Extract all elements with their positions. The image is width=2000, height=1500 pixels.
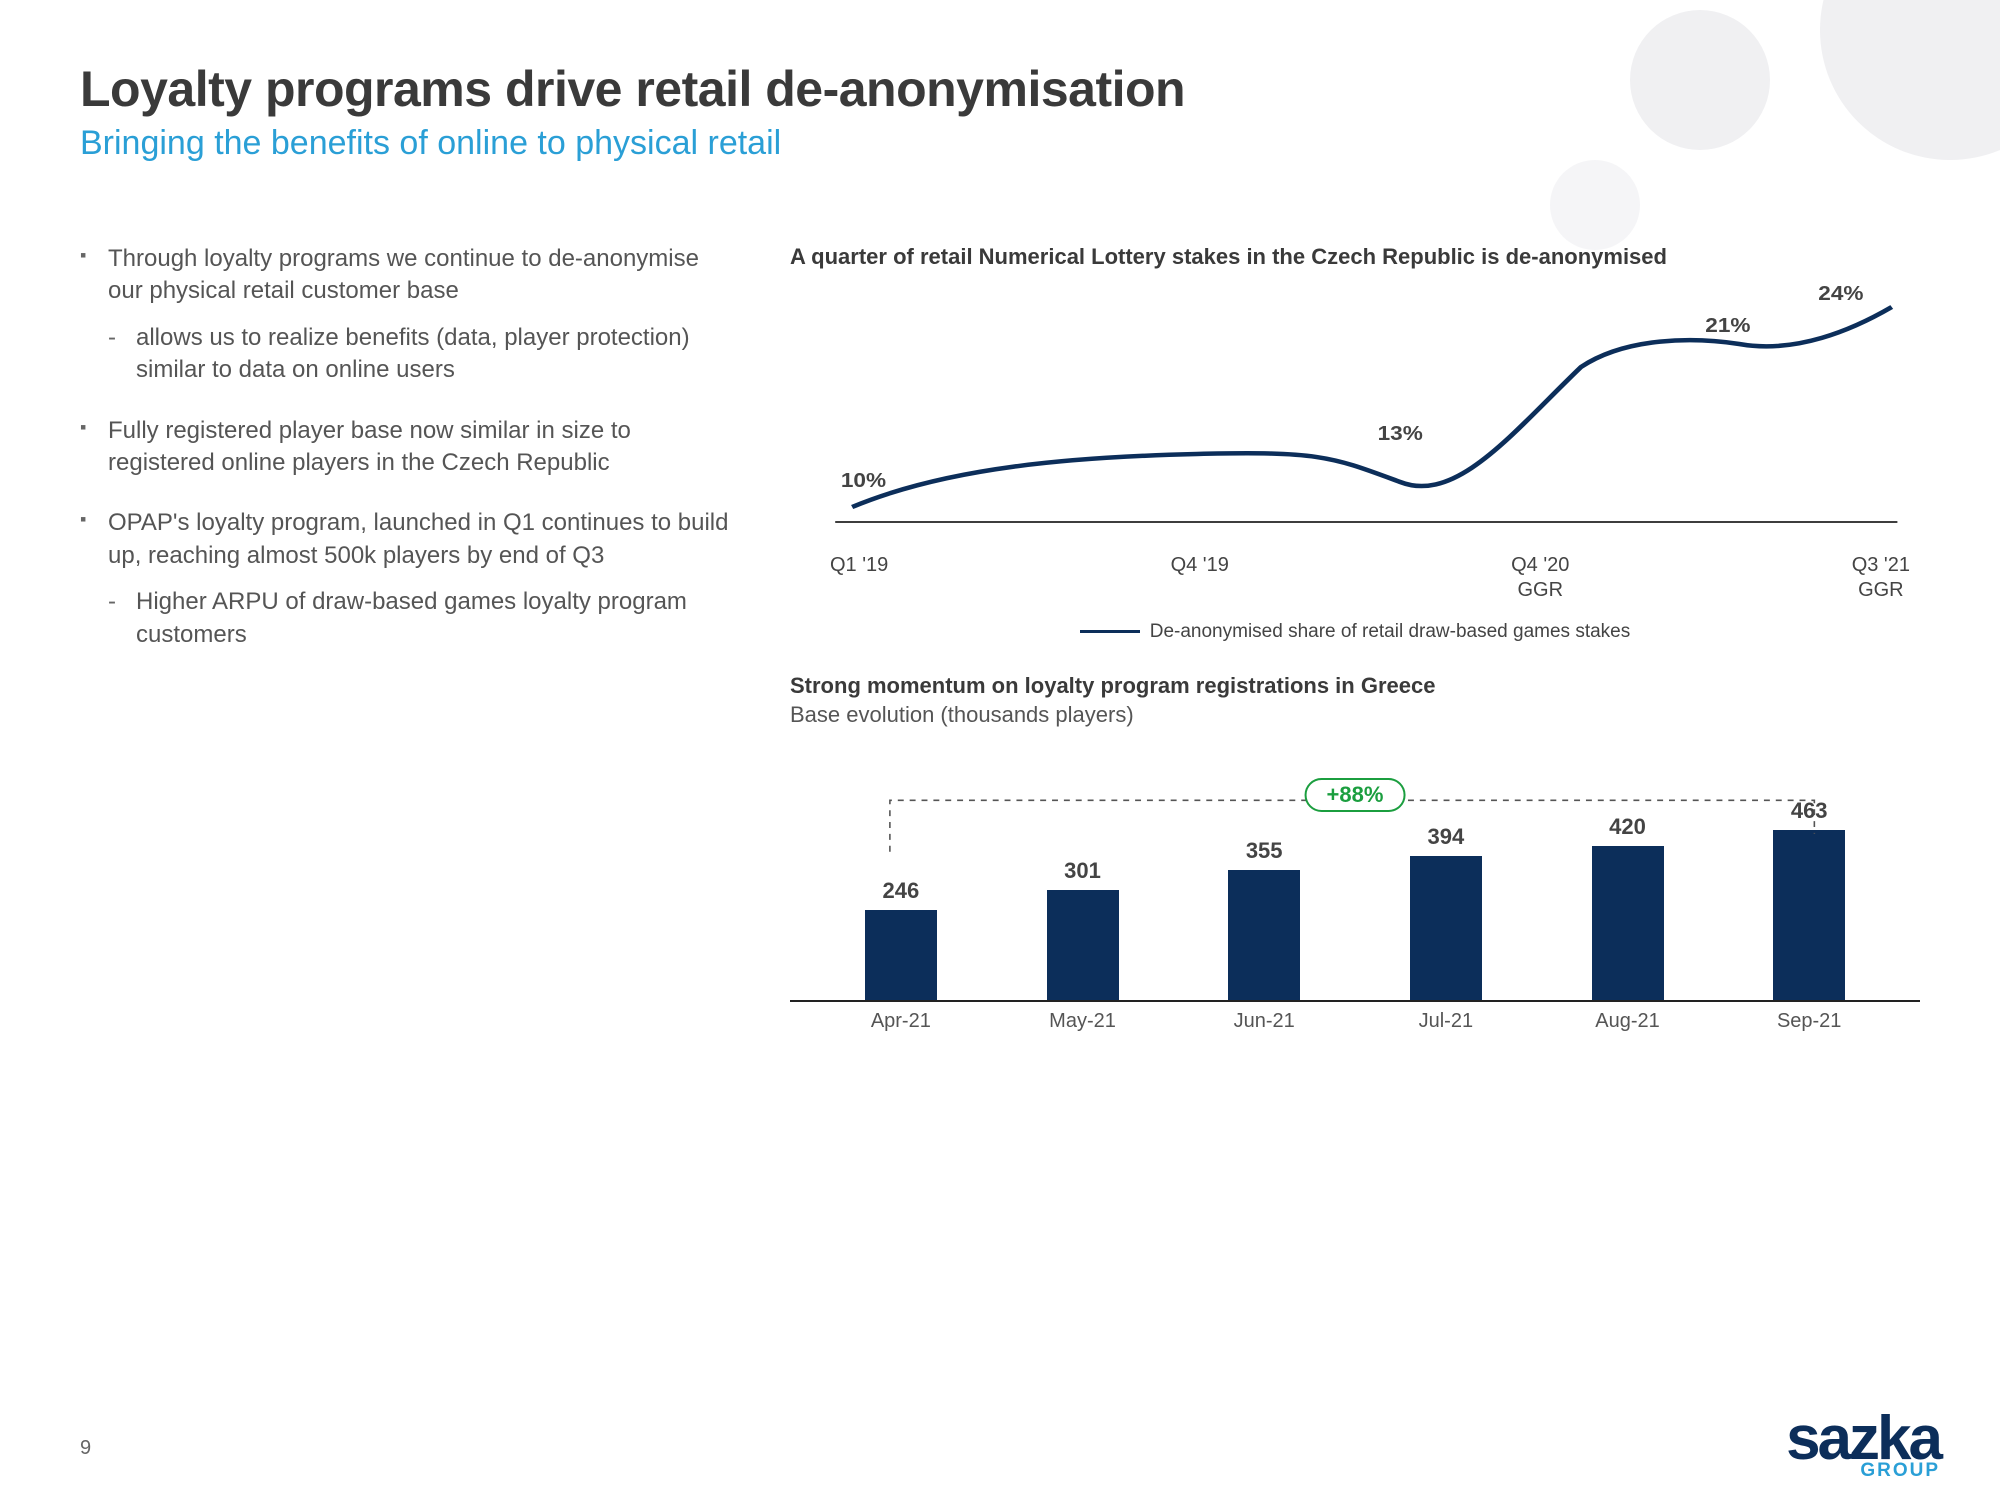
bar-rect-1 xyxy=(1047,890,1119,1001)
page-number: 9 xyxy=(80,1437,91,1460)
bar-xlabel-4: Aug-21 xyxy=(1537,1010,1719,1033)
bar-col-0: 246 xyxy=(810,878,992,1000)
bar-value-5: 463 xyxy=(1791,798,1828,824)
bullet-2: Fully registered player base now similar… xyxy=(108,417,631,476)
slide-title: Loyalty programs drive retail de-anonymi… xyxy=(80,60,1920,118)
line-value-3: 24% xyxy=(1818,282,1863,304)
bar-xlabel-3: Jul-21 xyxy=(1355,1010,1537,1033)
legend-label: De-anonymised share of retail draw-based… xyxy=(1150,621,1631,642)
bar-chart-title: Strong momentum on loyalty program regis… xyxy=(790,672,1920,701)
line-chart-legend: De-anonymised share of retail draw-based… xyxy=(790,621,1920,643)
bullet-panel: Through loyalty programs we continue to … xyxy=(80,243,730,1083)
bar-xlabel-1: May-21 xyxy=(992,1010,1174,1033)
bar-chart-block: Strong momentum on loyalty program regis… xyxy=(790,672,1920,1034)
bar-chart-subtitle: Base evolution (thousands players) xyxy=(790,702,1920,728)
bar-chart: 246 301 355 394 420 463 xyxy=(790,782,1920,1002)
bullet-1a: allows us to realize benefits (data, pla… xyxy=(136,324,690,383)
line-chart-block: A quarter of retail Numerical Lottery st… xyxy=(790,243,1920,622)
brand-logo: sazka GROUP xyxy=(1786,1416,1940,1483)
bar-col-3: 394 xyxy=(1355,824,1537,1001)
bar-rect-4 xyxy=(1592,846,1664,1000)
bar-value-3: 394 xyxy=(1427,824,1464,850)
bullet-1: Through loyalty programs we continue to … xyxy=(108,245,699,304)
line-value-0: 10% xyxy=(841,469,886,491)
line-xlabel-0: Q1 '19 xyxy=(830,553,888,603)
line-xlabel-3: Q3 '21 GGR xyxy=(1852,553,1910,603)
line-chart: 10% 13% 21% 24% xyxy=(790,282,1920,542)
line-chart-title: A quarter of retail Numerical Lottery st… xyxy=(790,243,1920,272)
bar-rect-2 xyxy=(1228,870,1300,1000)
growth-badge: +88% xyxy=(1305,778,1406,812)
line-xlabel-2: Q4 '20 GGR xyxy=(1511,553,1569,603)
line-xlabel-1: Q4 '19 xyxy=(1171,553,1229,603)
bar-col-4: 420 xyxy=(1537,814,1719,1000)
brand-name: sazka xyxy=(1786,1416,1940,1463)
line-value-2: 21% xyxy=(1705,314,1750,336)
bar-col-1: 301 xyxy=(992,858,1174,1001)
bar-xlabel-2: Jun-21 xyxy=(1173,1010,1355,1033)
bar-value-2: 355 xyxy=(1246,838,1283,864)
bar-value-4: 420 xyxy=(1609,814,1646,840)
bar-col-5: 463 xyxy=(1718,798,1900,1000)
bar-rect-5 xyxy=(1773,830,1845,1000)
line-value-1: 13% xyxy=(1378,422,1423,444)
slide: Loyalty programs drive retail de-anonymi… xyxy=(0,0,2000,1500)
bar-col-2: 355 xyxy=(1173,838,1355,1000)
slide-subtitle: Bringing the benefits of online to physi… xyxy=(80,124,1920,163)
bar-rect-0 xyxy=(865,910,937,1000)
line-chart-xaxis: Q1 '19 Q4 '19 Q4 '20 GGR Q3 '21 GGR xyxy=(790,547,1920,603)
bar-rect-3 xyxy=(1410,856,1482,1001)
bullet-3: OPAP's loyalty program, launched in Q1 c… xyxy=(108,509,728,568)
bar-value-0: 246 xyxy=(882,878,919,904)
bar-xlabel-5: Sep-21 xyxy=(1718,1010,1900,1033)
bullet-3a: Higher ARPU of draw-based games loyalty … xyxy=(136,588,687,647)
legend-line-swatch xyxy=(1080,630,1140,633)
bar-value-1: 301 xyxy=(1064,858,1101,884)
bar-xlabel-0: Apr-21 xyxy=(810,1010,992,1033)
bar-chart-xaxis: Apr-21May-21Jun-21Jul-21Aug-21Sep-21 xyxy=(790,1002,1920,1033)
